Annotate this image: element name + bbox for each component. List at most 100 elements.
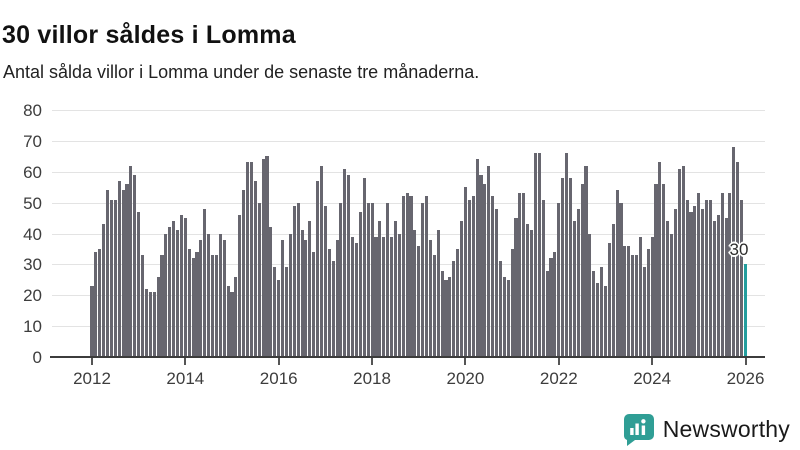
bar <box>393 221 397 357</box>
bar <box>561 177 565 357</box>
bar <box>187 248 191 357</box>
bar <box>705 199 709 357</box>
bar <box>479 174 483 357</box>
bar <box>592 270 596 357</box>
y-tick-label-40: 40 <box>23 224 42 244</box>
bar <box>156 276 160 357</box>
bar <box>382 236 386 357</box>
x-tick-label-2018: 2018 <box>353 369 391 388</box>
bar <box>553 252 557 357</box>
bar <box>518 193 522 357</box>
bar <box>697 193 701 357</box>
bar <box>611 224 615 357</box>
bar <box>242 190 246 357</box>
bar <box>226 285 230 357</box>
newsworthy-wordmark: Newsworthy <box>662 415 790 442</box>
bar <box>269 227 273 357</box>
gridline-70 <box>52 140 765 142</box>
bar <box>401 196 405 357</box>
bar <box>600 267 604 357</box>
bar <box>121 190 125 357</box>
bar <box>693 205 697 357</box>
bar <box>537 153 541 357</box>
bar <box>728 193 732 357</box>
x-tick-2022 <box>557 358 560 365</box>
bar <box>172 221 176 357</box>
bar <box>273 267 277 357</box>
bar <box>106 190 110 357</box>
bar <box>397 233 401 357</box>
bar <box>261 159 265 357</box>
bar <box>222 239 226 357</box>
newsworthy-logo-icon <box>622 412 655 446</box>
bar <box>137 211 141 357</box>
bar <box>631 255 635 357</box>
bar <box>234 276 238 357</box>
bar <box>148 292 152 357</box>
bar <box>281 239 285 357</box>
bar <box>327 248 331 357</box>
bar <box>144 289 148 357</box>
y-tick-label-50: 50 <box>23 193 42 213</box>
bar <box>343 168 347 357</box>
bar <box>638 236 643 357</box>
bar <box>94 252 98 357</box>
bar <box>230 292 234 357</box>
bar <box>677 168 681 357</box>
bar <box>386 202 390 357</box>
bar <box>323 205 327 357</box>
bar <box>576 208 580 357</box>
bar <box>164 233 168 357</box>
bar <box>642 267 646 357</box>
y-tick-label-10: 10 <box>23 317 42 337</box>
bar <box>545 270 549 357</box>
bar <box>498 261 502 357</box>
bar <box>456 248 460 357</box>
bar <box>195 252 199 357</box>
bar <box>662 184 666 357</box>
bar-chart: 0 10 20 30 40 50 60 70 80 2012 2014 2016 2018 2020 20… <box>23 102 765 388</box>
bar <box>471 196 475 357</box>
bar <box>160 255 164 357</box>
bar <box>475 159 479 357</box>
highlighted-bar <box>743 264 748 357</box>
bar <box>409 196 413 357</box>
bar <box>351 236 355 357</box>
bar <box>580 184 584 357</box>
x-tick-2020 <box>464 358 467 365</box>
bar <box>452 261 456 357</box>
x-tick-2024 <box>651 358 654 365</box>
bar <box>654 184 658 357</box>
x-tick-label-2026: 2026 <box>726 369 765 388</box>
bar <box>681 165 685 357</box>
bar <box>238 214 242 357</box>
bar <box>331 261 335 357</box>
bar <box>199 239 203 357</box>
bar <box>265 156 269 357</box>
bar <box>666 221 670 357</box>
bar <box>627 245 631 357</box>
bar <box>347 174 351 357</box>
gridline-80 <box>52 110 765 111</box>
y-tick-label-70: 70 <box>23 131 42 151</box>
bar <box>557 202 561 357</box>
gridline-60 <box>52 171 765 173</box>
y-tick-label-60: 60 <box>23 162 42 182</box>
bar <box>565 153 569 357</box>
x-tick-label-2014: 2014 <box>166 369 205 388</box>
bar <box>685 199 689 357</box>
bar <box>463 187 467 357</box>
bar <box>413 230 417 357</box>
bar <box>312 252 316 357</box>
x-tick-2026 <box>744 358 747 365</box>
chart-subtitle: Antal sålda villor i Lomma under de sena… <box>3 62 480 82</box>
x-tick-label-2012: 2012 <box>73 369 111 388</box>
bar <box>191 258 195 357</box>
bar <box>701 208 705 357</box>
bar <box>510 248 514 357</box>
bar <box>506 279 510 357</box>
bar <box>183 218 187 357</box>
page-title: 30 villor såldes i Lomma <box>2 20 296 49</box>
bar <box>113 199 117 357</box>
x-tick-2018 <box>371 358 374 365</box>
